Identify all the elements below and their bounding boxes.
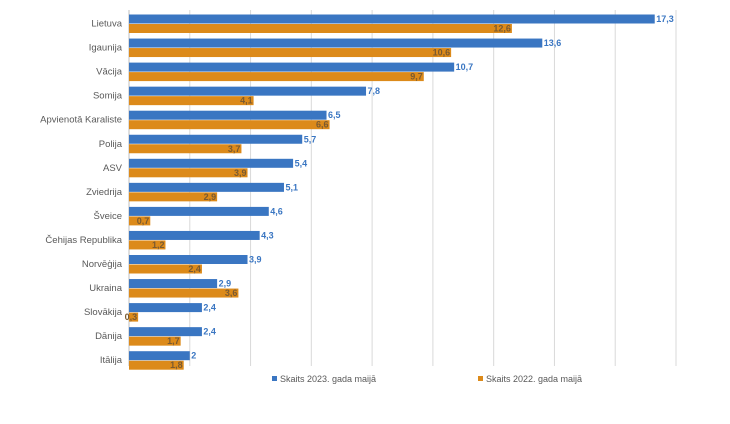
value-label-2022: 6,6 [316,120,329,130]
value-label-2022: 3,9 [234,168,247,178]
bar-2022 [129,264,202,274]
value-label-2022: 3,6 [225,288,238,298]
category-label: Čehijas Republika [45,235,122,246]
value-label-2023: 2,4 [203,327,216,337]
value-label-2023: 10,7 [456,62,474,72]
value-label-2023: 4,6 [270,206,283,216]
category-labels: Lietuva Igaunija Vācija Somija Apvienotā Kar… [40,19,123,367]
category-label: Igaunija [89,43,123,54]
category-label: Vācija [96,67,123,78]
bar-2023 [129,86,367,96]
value-label-2022: 1,2 [152,240,165,250]
value-label-2022: 9,7 [410,72,423,82]
value-label-2023: 5,7 [304,134,317,144]
bar-2023 [129,110,327,120]
value-label-2022: 3,7 [228,144,241,154]
bar-2023 [129,230,260,240]
bar-2023 [129,182,284,192]
bar-2023 [129,255,248,264]
bar-2022 [129,360,184,370]
category-label: ASV [103,163,123,174]
value-label-2022: 1,7 [167,336,180,346]
bar-2022 [129,288,239,298]
category-label: Šveice [93,211,122,222]
category-label: Somija [93,91,123,102]
category-label: Norvēģija [82,259,123,270]
bar-2023 [129,206,269,216]
bar-2023 [129,351,190,361]
category-label: Apvienotā Karaliste [40,115,122,126]
bar-2023 [129,327,202,337]
value-label-2022: 0,7 [137,216,150,226]
bar-2022 [129,168,248,178]
value-label-2023: 3,9 [249,255,262,265]
category-label: Lietuva [91,19,122,30]
value-label-2023: 13,6 [544,38,562,48]
value-label-2022: 2,9 [204,192,217,202]
bar-2022 [129,120,330,130]
value-label-2023: 2,4 [203,303,216,313]
bar-2023 [129,279,218,289]
value-label-2022: 1,8 [170,360,183,370]
category-label: Zviedrija [86,187,123,198]
legend-swatch [478,376,483,381]
bar-2023 [129,158,294,168]
bar-2022 [129,312,139,322]
category-label: Polija [99,139,123,150]
bar-2022 [129,216,151,226]
value-label-2022: 0,3 [125,312,138,322]
value-label-2023: 5,4 [295,158,308,168]
bar-2022 [129,240,166,250]
bar-2023 [129,38,543,48]
bar-2023 [129,14,655,24]
bar-2022 [129,192,218,202]
legend-label: Skaits 2022. gada maijā [486,374,582,384]
value-label-2023: 2 [191,351,196,361]
bars-group [129,14,655,370]
category-label: Ukraina [89,283,122,294]
bar-2023 [129,303,202,313]
value-label-2023: 6,5 [328,110,341,120]
bar-2022 [129,96,254,106]
category-label: Slovākija [84,307,123,318]
value-label-2023: 2,9 [219,279,232,289]
value-label-2023: 17,3 [656,14,674,24]
bar-2022 [129,24,512,33]
bar-2022 [129,144,242,154]
value-label-2022: 12,6 [493,24,511,34]
value-label-2022: 4,1 [240,96,253,106]
value-label-2023: 5,1 [285,182,298,192]
bar-2022 [129,336,181,346]
legend-swatch [272,376,277,381]
value-label-2023: 7,8 [368,86,381,96]
value-label-2022: 2,4 [188,264,201,274]
legend-label: Skaits 2023. gada maijā [280,374,376,384]
value-labels: 17,3 12,6 13,6 10,6 10,7 9,7 7,8 4,1 6,56,6 5,7 3,… [125,14,674,370]
bar-2022 [129,72,424,82]
bar-2023 [129,62,455,72]
value-label-2023: 4,3 [261,230,274,240]
category-label: Itālija [100,355,123,366]
value-label-2022: 10,6 [433,48,451,58]
bar-2022 [129,48,452,58]
legend: Skaits 2023. gada maijā Skaits 2022. gada… [272,374,582,384]
category-label: Dānija [95,331,123,342]
bar-2023 [129,134,303,144]
